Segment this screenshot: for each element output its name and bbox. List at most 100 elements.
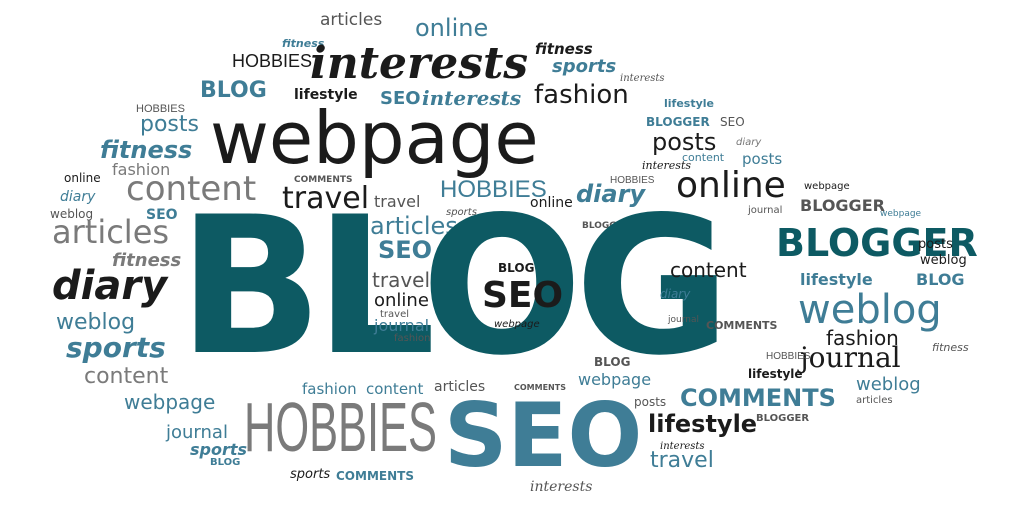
word: BLOG: [916, 270, 965, 289]
word: weblog: [798, 287, 942, 333]
word: COMMENTS: [294, 175, 353, 185]
word: content: [126, 169, 257, 209]
word: sports: [290, 467, 331, 482]
word: COMMENTS: [336, 469, 414, 483]
word: posts: [140, 112, 199, 137]
word: webpage: [880, 209, 922, 219]
word: webpage: [578, 370, 652, 389]
word: posts: [634, 395, 667, 409]
word: webpage: [210, 96, 539, 180]
word: travel: [374, 192, 421, 211]
word: BLOGGER: [646, 115, 710, 129]
word: BLOG: [498, 261, 535, 275]
word: lifestyle: [294, 87, 358, 103]
word: HOBBIES: [244, 388, 437, 466]
word: content: [670, 258, 747, 282]
word: posts: [742, 150, 783, 168]
word: articles: [52, 213, 170, 251]
word: weblog: [856, 374, 921, 395]
word: lifestyle: [748, 367, 803, 381]
word: fitness: [112, 250, 182, 271]
word: lifestyle: [664, 97, 714, 110]
word: diary: [660, 287, 691, 301]
word: SEO: [482, 275, 564, 316]
word: journal: [166, 422, 228, 443]
word: travel: [372, 268, 431, 292]
word: posts: [918, 237, 953, 252]
word: COMMENTS: [680, 384, 836, 412]
word: articles: [856, 395, 893, 406]
word: journal: [800, 341, 901, 374]
word: interests: [642, 159, 692, 172]
word: lifestyle: [800, 270, 873, 289]
word: SEO: [378, 236, 433, 264]
word: diary: [60, 189, 96, 205]
word: articles: [320, 10, 383, 30]
word: online: [415, 14, 489, 42]
word: interests: [530, 479, 593, 495]
word: posts: [652, 128, 717, 156]
word: journal: [748, 205, 783, 216]
word: fashion: [534, 80, 629, 110]
word: online: [676, 165, 786, 206]
word: diary: [52, 263, 168, 309]
word: BLOG: [200, 78, 267, 103]
word: journal: [374, 316, 430, 335]
word: articles: [370, 212, 458, 240]
word: fitness: [100, 136, 193, 164]
word: interests: [310, 38, 529, 89]
word: BLOGGER: [800, 196, 885, 215]
word: fitness: [535, 40, 593, 58]
word: travel: [282, 181, 370, 216]
word: COMMENTS: [514, 383, 566, 392]
word: BLOG: [594, 355, 631, 369]
word: HOBBIES: [136, 103, 185, 115]
word: travel: [380, 309, 410, 320]
word: fashion: [302, 380, 357, 398]
word: fitness: [282, 37, 325, 50]
word: interests: [422, 86, 522, 110]
word: SEO: [380, 88, 421, 109]
word: content: [84, 364, 169, 389]
word: BLOG: [210, 457, 241, 468]
word: online: [64, 171, 101, 185]
word: BLOGGER: [756, 413, 810, 424]
word: interests: [620, 73, 665, 84]
word: SEO: [146, 207, 178, 223]
word: fitness: [932, 341, 969, 354]
word: journal: [668, 315, 699, 325]
word: BLOGGER: [582, 221, 630, 231]
word: online: [530, 195, 573, 211]
word: fashion: [826, 326, 899, 350]
word: sports: [446, 207, 477, 218]
word: fashion: [112, 160, 171, 179]
word: HOBBIES: [440, 176, 547, 203]
word: sports: [190, 440, 248, 459]
word: online: [374, 290, 429, 311]
word: content: [366, 380, 424, 398]
word: BLOG: [178, 176, 731, 397]
word: diary: [576, 180, 646, 208]
word: HOBBIES: [610, 175, 655, 186]
word: weblog: [56, 310, 136, 335]
word: SEO: [720, 115, 745, 129]
word: fashion: [394, 333, 431, 344]
word: webpage: [804, 181, 850, 192]
word: interests: [660, 441, 705, 452]
word: COMMENTS: [706, 319, 778, 332]
word: HOBBIES: [232, 51, 313, 71]
word: sports: [552, 56, 617, 77]
word: lifestyle: [648, 410, 758, 438]
word: content: [682, 151, 725, 164]
word: sports: [66, 331, 166, 364]
word: webpage: [494, 319, 540, 330]
word: BLOGGER: [776, 221, 978, 265]
word: weblog: [920, 253, 967, 268]
word: SEO: [444, 384, 643, 487]
word: weblog: [50, 207, 94, 221]
word: travel: [650, 448, 714, 473]
word: HOBBIES: [766, 351, 811, 362]
word: articles: [434, 379, 486, 395]
word: diary: [736, 137, 762, 148]
